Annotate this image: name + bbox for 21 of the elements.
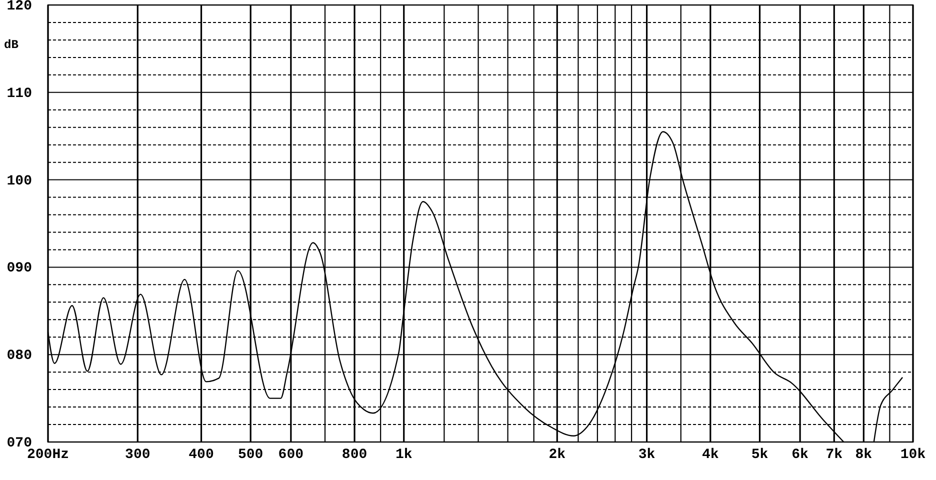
y-tick-label: 120 [6, 0, 32, 14]
x-tick-label: 300 [125, 446, 150, 463]
y-tick-label: 090 [6, 260, 32, 277]
x-tick-label: 8k [855, 446, 872, 463]
x-tick-label: 500 [238, 446, 264, 463]
x-tick-label: 800 [342, 446, 368, 463]
x-tick-label: 200Hz [26, 446, 70, 463]
y-axis-title: dB [4, 38, 18, 52]
x-tick-label: 6k [792, 446, 808, 463]
x-tick-label: 3k [638, 446, 656, 463]
x-tick-label: 10k [900, 446, 926, 463]
x-tick-label: 4k [702, 446, 719, 463]
x-tick-label: 7k [826, 446, 843, 463]
x-tick-label: 2k [548, 446, 566, 463]
x-tick-label: 400 [188, 446, 214, 463]
y-tick-label: 080 [6, 348, 32, 364]
y-tick-label: 100 [6, 173, 32, 190]
y-tick-label: 110 [6, 86, 32, 102]
x-tick-label: 600 [278, 446, 304, 463]
x-tick-label: 5k [751, 446, 768, 463]
x-tick-label: 1k [395, 446, 412, 463]
